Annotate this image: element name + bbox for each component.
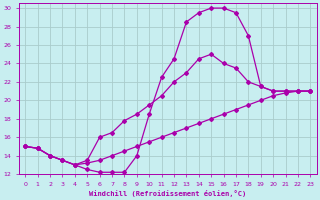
X-axis label: Windchill (Refroidissement éolien,°C): Windchill (Refroidissement éolien,°C) xyxy=(89,190,246,197)
